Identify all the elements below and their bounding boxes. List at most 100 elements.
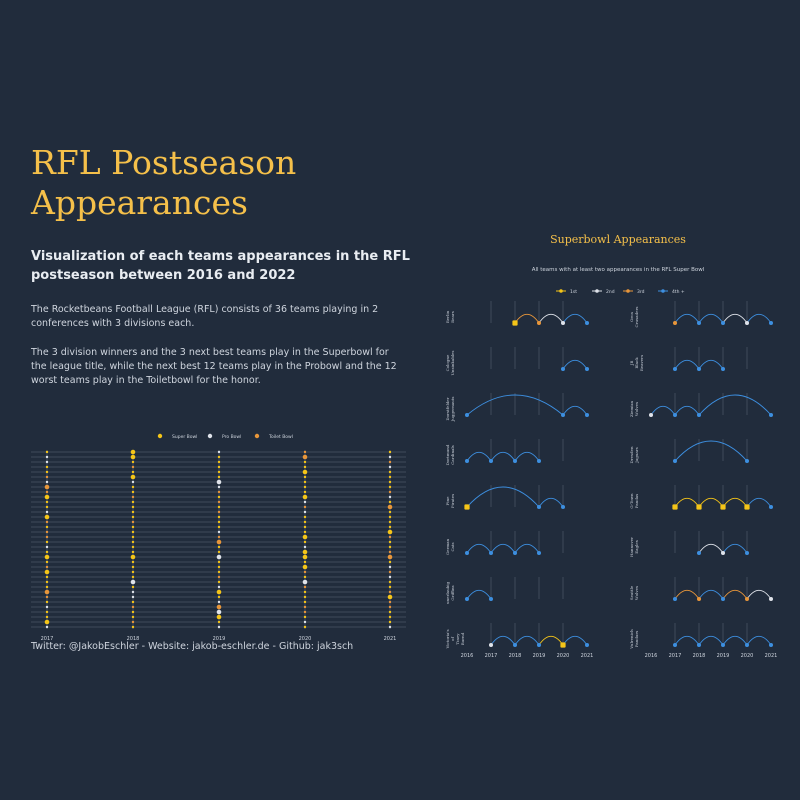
team-dot xyxy=(303,600,307,604)
team-dot xyxy=(388,510,392,514)
team-dot xyxy=(45,575,49,579)
x-tick-label: 2018 xyxy=(509,653,522,659)
team-panel: DresdenJaguars xyxy=(629,439,749,464)
team-name: SeattleWolves xyxy=(629,585,639,600)
legend-swatch xyxy=(559,289,563,293)
appearance-arc xyxy=(538,313,564,324)
team-dot xyxy=(388,570,392,574)
x-tick-label: 2018 xyxy=(127,636,140,642)
appearance-arc xyxy=(466,394,564,416)
appearance-dot xyxy=(465,551,469,555)
team-name-part: Vulrenich xyxy=(629,629,634,650)
team-dot xyxy=(45,615,49,619)
appearance-dot xyxy=(745,321,749,325)
team-dot xyxy=(388,535,392,539)
team-panel: GermanCats xyxy=(445,531,564,555)
team-dot xyxy=(130,454,136,460)
appearance-dot xyxy=(673,597,677,601)
chart-subtitle: All teams with at least two appearances … xyxy=(532,267,705,273)
team-dot xyxy=(131,605,135,609)
team-panel: JBBlackBeavers xyxy=(629,347,748,371)
team-dot xyxy=(303,570,307,574)
appearance-arc xyxy=(514,635,540,646)
team-dot xyxy=(303,480,307,484)
team-dot xyxy=(388,515,392,519)
team-dot xyxy=(388,575,392,579)
appearance-dot xyxy=(537,643,541,647)
x-tick-label: 2019 xyxy=(717,653,730,659)
appearance-arc xyxy=(674,589,700,600)
team-name-part: Bears xyxy=(450,311,455,323)
appearance-dot xyxy=(513,551,517,555)
team-name-part: Pirates xyxy=(450,494,455,508)
team-dot xyxy=(45,565,49,569)
appearance-dot xyxy=(720,504,726,510)
appearance-arc xyxy=(722,635,748,646)
appearance-dot xyxy=(697,321,701,325)
team-dot xyxy=(388,565,392,569)
team-dot xyxy=(131,590,135,594)
team-dot xyxy=(217,515,221,519)
team-dot xyxy=(217,465,221,469)
team-dot xyxy=(131,505,135,509)
appearance-dot xyxy=(585,321,589,325)
team-dot xyxy=(45,530,49,534)
appearance-arc xyxy=(466,543,492,554)
team-dot xyxy=(44,569,50,575)
appearance-arc xyxy=(698,313,724,324)
appearance-arc xyxy=(746,589,772,600)
team-dot xyxy=(217,455,221,459)
team-panel: VulrenichPandurs 2016 2017 2018 2019 2020 2021 xyxy=(629,623,777,659)
team-name: VulrenichPandurs xyxy=(629,629,639,650)
page-subtitle: Visualization of each teams appearances … xyxy=(31,249,410,283)
team-name: unerlaubigGriffins xyxy=(445,582,455,605)
team-dot xyxy=(303,465,307,469)
team-name-part: Dorstfelder xyxy=(445,397,450,420)
appearance-arc xyxy=(466,451,492,462)
appearance-dot xyxy=(512,320,518,326)
team-name-part: Dortmund xyxy=(445,444,450,465)
legend-label: 1st xyxy=(570,289,577,295)
team-panel: HannoverEagles xyxy=(629,531,749,557)
legend-label: Super Bowl xyxy=(172,434,197,440)
appearance-dot xyxy=(560,642,566,648)
legend-label: 3rd xyxy=(637,289,645,295)
appearance-dot xyxy=(721,551,725,555)
team-dot xyxy=(388,625,392,629)
appearance-dot xyxy=(585,413,589,417)
legend-swatch xyxy=(157,433,163,439)
team-dot xyxy=(303,475,307,479)
team-dot xyxy=(45,580,49,584)
team-name: GermanCats xyxy=(445,538,455,555)
team-dot xyxy=(131,530,135,534)
team-dot xyxy=(131,565,135,569)
team-dot xyxy=(217,505,221,509)
team-dot xyxy=(303,625,307,629)
team-dot xyxy=(216,604,222,610)
team-dot xyxy=(45,585,49,589)
team-name: DortmundCardinals xyxy=(445,444,455,465)
appearance-arc xyxy=(746,497,772,508)
team-dot xyxy=(303,620,307,624)
appearance-arc xyxy=(514,451,540,462)
team-dot xyxy=(388,520,392,524)
legend-swatch xyxy=(254,433,260,439)
team-dot xyxy=(303,520,307,524)
team-dot xyxy=(45,545,49,549)
team-name-part: Fine xyxy=(445,496,450,506)
appearance-dot xyxy=(697,551,701,555)
team-dot xyxy=(131,575,135,579)
appearance-dot xyxy=(769,413,773,417)
team-dot xyxy=(131,545,135,549)
team-name-part: German xyxy=(445,538,450,555)
team-dot xyxy=(388,550,392,554)
team-dot xyxy=(131,525,135,529)
team-dot xyxy=(217,600,221,604)
team-panel: CologneUnsinkables xyxy=(445,347,589,375)
team-dot xyxy=(45,460,49,464)
appearance-dot xyxy=(465,597,469,601)
team-dot xyxy=(302,494,308,500)
team-dot xyxy=(302,534,308,540)
team-dot xyxy=(217,565,221,569)
appearance-dot xyxy=(489,459,493,463)
